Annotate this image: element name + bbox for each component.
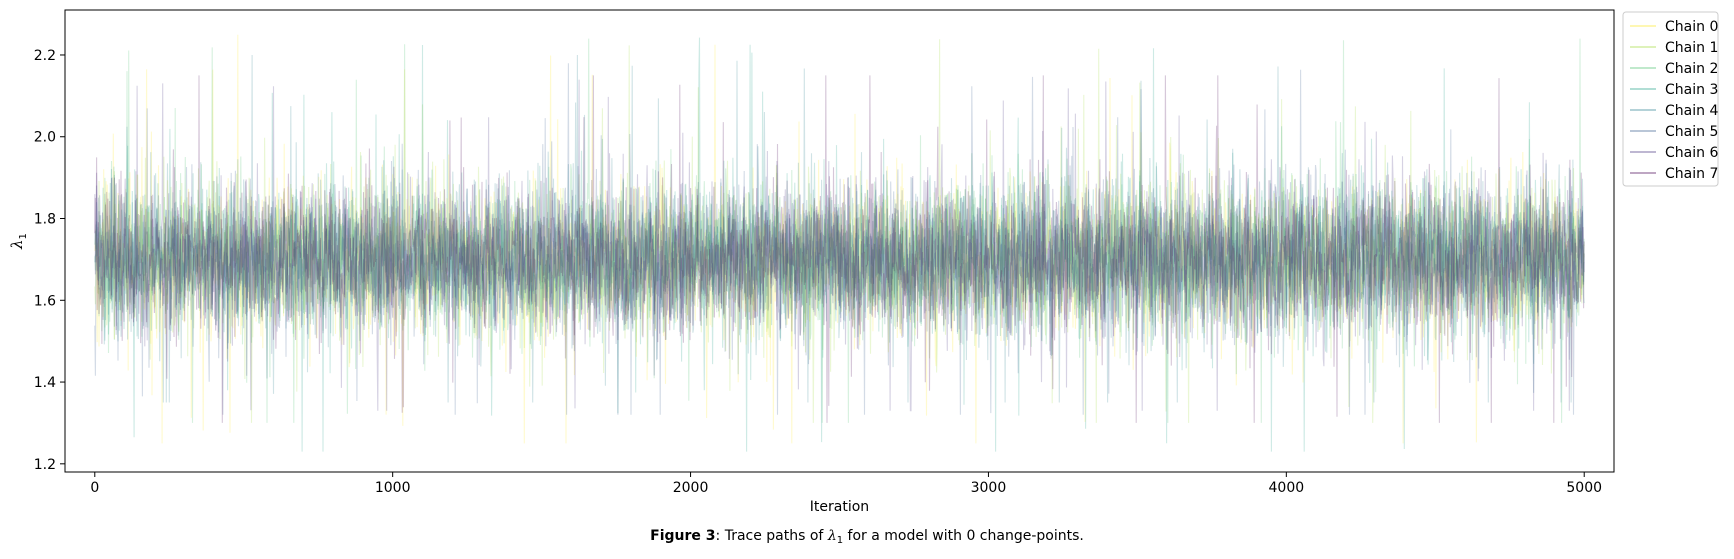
trace-lines xyxy=(94,34,1585,452)
trace-chain-0 xyxy=(94,34,1585,444)
x-axis-label: Iteration xyxy=(810,499,869,515)
legend: Chain 0 Chain 1 Chain 2 Chain 3 Chain 4 Chain… xyxy=(1622,11,1719,187)
x-tick-label: 2000 xyxy=(673,480,709,496)
trace-plot: 0 1000 2000 3000 4000 5000 1.2 1.4 1.6 1.8 2.0 2.2… xyxy=(8,9,1719,515)
legend-box xyxy=(1622,11,1719,187)
x-tick-label: 5000 xyxy=(1566,480,1602,496)
legend-label: Chain 3 xyxy=(1665,82,1718,98)
caption-label: Figure 3 xyxy=(650,528,716,544)
plot-frame xyxy=(64,9,1615,473)
y-tick-label: 1.2 xyxy=(34,457,56,473)
trace-chain-4 xyxy=(94,54,1585,403)
y-axis: 1.2 1.4 1.6 1.8 2.0 2.2 xyxy=(34,48,65,473)
trace-chain-5 xyxy=(94,63,1585,415)
y-axis-label-text: λ1 xyxy=(8,233,29,250)
x-tick-label: 3000 xyxy=(971,480,1007,496)
caption-symbol: λ xyxy=(827,528,837,544)
x-tick-label: 4000 xyxy=(1269,480,1305,496)
legend-label: Chain 1 xyxy=(1665,40,1718,56)
y-tick-label: 2.0 xyxy=(34,130,56,146)
caption-subscript: 1 xyxy=(836,535,844,546)
legend-label: Chain 4 xyxy=(1665,103,1718,119)
trace-chain-1 xyxy=(94,39,1585,423)
caption-text-after: for a model with 0 change-points. xyxy=(843,528,1084,544)
trace-chain-7 xyxy=(94,75,1585,423)
legend-label: Chain 0 xyxy=(1665,19,1718,35)
trace-chain-6 xyxy=(94,79,1585,412)
x-tick-label: 0 xyxy=(90,480,99,496)
caption-text-before: : Trace paths of xyxy=(715,528,828,544)
y-tick-label: 2.2 xyxy=(34,48,56,64)
x-axis: 0 1000 2000 3000 4000 5000 xyxy=(90,472,1602,496)
figure-caption: Figure 3: Trace paths of λ1 for a model … xyxy=(0,528,1734,546)
trace-chain-3 xyxy=(94,37,1585,452)
x-tick-label: 1000 xyxy=(375,480,411,496)
legend-label: Chain 7 xyxy=(1665,166,1718,182)
trace-chain-2 xyxy=(94,38,1585,423)
y-tick-label: 1.6 xyxy=(34,293,56,309)
legend-label: Chain 6 xyxy=(1665,145,1718,161)
y-axis-label: λ1 xyxy=(8,233,29,250)
legend-label: Chain 5 xyxy=(1665,124,1718,140)
legend-label: Chain 2 xyxy=(1665,61,1718,77)
y-tick-label: 1.4 xyxy=(34,375,56,391)
y-tick-label: 1.8 xyxy=(34,212,56,228)
